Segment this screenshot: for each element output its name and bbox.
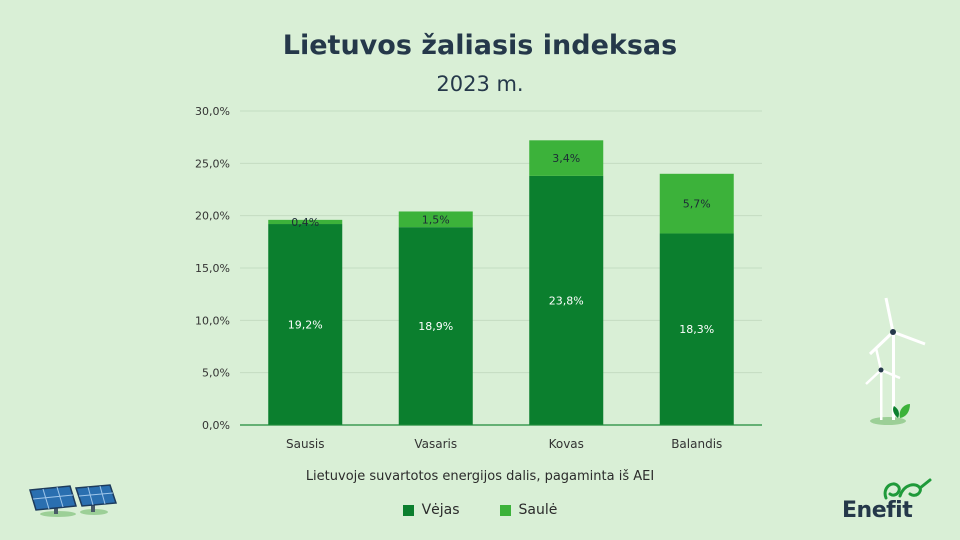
data-labels: 19,2% 0,4% 18,9% 1,5% 23,8% 3,4% 18,3% 5,7% [288,152,714,336]
legend-label-wind: Vėjas [421,502,460,518]
bar-segment [398,211,473,228]
bar-segment [659,233,734,425]
y-tick-label: 25,0% [195,157,230,170]
y-tick-label: 5,0% [202,367,230,380]
chart-title: Lietuvos žaliasis indeksas [282,30,678,61]
y-tick-label: 15,0% [195,262,230,275]
enefit-logo: Enefit [842,476,942,526]
legend-item-wind: Vėjas [402,502,460,518]
bar-segment [268,219,343,225]
bar-segment [529,175,604,425]
axes: 0,0% 5,0% 10,0% 15,0% 20,0% 25,0% 30,0% Sausis V… [195,105,762,451]
legend-label-solar: Saulė [518,502,558,518]
x-tick-label: Balandis [671,437,722,451]
bar-segment [529,140,604,176]
chart-caption: Lietuvoje suvartotos energijos dalis, pa… [305,469,655,484]
x-tick-label: Kovas [549,437,584,451]
bar-segment [268,224,343,425]
legend-swatch-solar [499,504,511,516]
x-tick-label: Vasaris [414,437,457,451]
data-label: 5,7% [683,198,711,211]
data-label: 18,3% [679,323,714,336]
data-label: 1,5% [422,213,450,226]
data-label: 19,2% [288,319,323,332]
legend-swatch-wind [402,504,414,516]
bar-segment [398,227,473,425]
data-label: 3,4% [552,152,580,165]
data-label: 18,9% [418,320,453,333]
chart-subtitle: 2023 m. [436,72,524,96]
x-tick-label: Sausis [286,437,324,451]
wind-turbine-icon [865,297,926,425]
y-tick-label: 0,0% [202,419,230,432]
enefit-logo-icon [883,478,932,500]
bars [268,140,734,425]
y-tick-label: 10,0% [195,314,230,327]
data-label: 23,8% [549,294,584,307]
brand-name: Enefit [842,498,913,523]
y-tick-label: 30,0% [195,105,230,118]
legend-item-solar: Saulė [499,502,558,518]
y-tick-label: 20,0% [195,210,230,223]
legend: Vėjas Saulė [0,502,960,518]
data-label: 0,4% [291,216,319,229]
solar-panel-icon [29,484,118,517]
bar-segment [659,173,734,234]
